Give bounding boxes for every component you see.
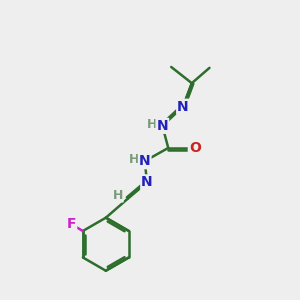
Text: N: N <box>177 100 189 114</box>
Text: H: H <box>112 188 123 202</box>
Text: N: N <box>141 176 153 189</box>
Text: N: N <box>139 154 151 168</box>
Text: H: H <box>147 118 157 131</box>
Text: F: F <box>67 217 76 231</box>
Text: N: N <box>157 119 168 133</box>
Text: O: O <box>189 141 201 155</box>
Text: H: H <box>129 153 140 166</box>
